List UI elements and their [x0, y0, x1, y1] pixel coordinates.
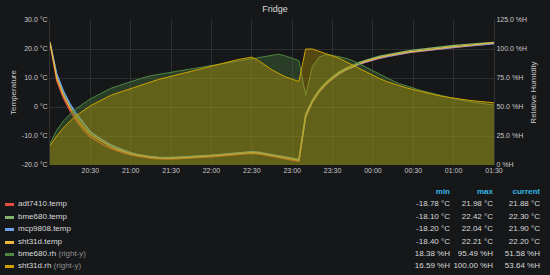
html-text:adt7410.temp: adt7410.temp	[18, 199, 67, 209]
html-text:21.90 °C: 21.90 °C	[508, 224, 540, 234]
svg-text:23:30: 23:30	[324, 167, 342, 174]
svg-text:10.0 °C: 10.0 °C	[24, 74, 47, 81]
svg-text:Fridge: Fridge	[262, 4, 288, 14]
html-text:22.42 °C: 22.42 °C	[461, 211, 493, 221]
html-text:-18.10 °C: -18.10 °C	[416, 211, 450, 221]
svg-text:21:30: 21:30	[162, 167, 180, 174]
html-text:21.88 °C: 21.88 °C	[508, 199, 540, 209]
html-text:mcp9808.temp: mcp9808.temp	[18, 224, 71, 234]
html-text:-18.78 °C: -18.78 °C	[416, 199, 450, 209]
svg-text:23:00: 23:00	[283, 167, 301, 174]
html-text:22.30 °C: 22.30 °C	[508, 211, 540, 221]
svg-text:22:00: 22:00	[203, 167, 221, 174]
html-text:min: min	[435, 187, 450, 196]
svg-text:75.0 %H: 75.0 %H	[496, 74, 523, 81]
svg-text:20.0 °C: 20.0 °C	[24, 45, 47, 52]
svg-text:-20.0 °C: -20.0 °C	[22, 161, 48, 168]
html-text:95.49 %H: 95.49 %H	[457, 249, 493, 258]
html-text:53.64 %H: 53.64 %H	[504, 261, 540, 271]
html-text:bme680.rh (right-y): bme680.rh (right-y)	[18, 249, 86, 258]
html-text:sht31d.temp: sht31d.temp	[18, 236, 62, 246]
html-text:21.98 °C: 21.98 °C	[461, 199, 493, 209]
html-text:-18.40 °C: -18.40 °C	[416, 236, 450, 246]
svg-text:Relative Humidity: Relative Humidity	[529, 61, 538, 123]
svg-text:0 °C: 0 °C	[34, 103, 48, 110]
svg-text:01:00: 01:00	[445, 167, 463, 174]
svg-text:-10.0 °C: -10.0 °C	[22, 132, 48, 139]
svg-text:50.0 %H: 50.0 %H	[496, 103, 523, 110]
svg-text:125.0 %H: 125.0 %H	[496, 16, 527, 23]
svg-text:00:00: 00:00	[364, 167, 382, 174]
html-text:current: current	[512, 187, 540, 196]
html-text:22.04 °C: 22.04 °C	[461, 224, 493, 234]
svg-text:0 %H: 0 %H	[496, 161, 513, 168]
html-text:max: max	[477, 187, 493, 196]
svg-text:00:30: 00:30	[405, 167, 423, 174]
svg-text:25.0 %H: 25.0 %H	[496, 132, 523, 139]
svg-text:21:00: 21:00	[122, 167, 140, 174]
svg-text:20:30: 20:30	[82, 167, 100, 174]
svg-text:30.0 °C: 30.0 °C	[24, 16, 47, 23]
html-text:16.59 %H 100.00 %H: 16.59 %H 100.00 %H	[414, 261, 493, 271]
svg-text:22:30: 22:30	[243, 167, 261, 174]
html-text:bme680.temp: bme680.temp	[18, 211, 67, 221]
html-text:51.58 %H: 51.58 %H	[504, 249, 540, 258]
html-text:-18.20 °C: -18.20 °C	[416, 224, 450, 234]
html-text:22.20 °C: 22.20 °C	[508, 236, 540, 246]
html-text:sht31d.rh (right-y): sht31d.rh (right-y)	[18, 261, 82, 271]
svg-text:01:30: 01:30	[485, 167, 503, 174]
svg-text:100.0 %H: 100.0 %H	[496, 45, 527, 52]
html-text:18.38 %H: 18.38 %H	[414, 249, 450, 258]
html-text:22.21 °C: 22.21 °C	[461, 236, 493, 246]
svg-text:Temperature: Temperature	[9, 70, 18, 115]
